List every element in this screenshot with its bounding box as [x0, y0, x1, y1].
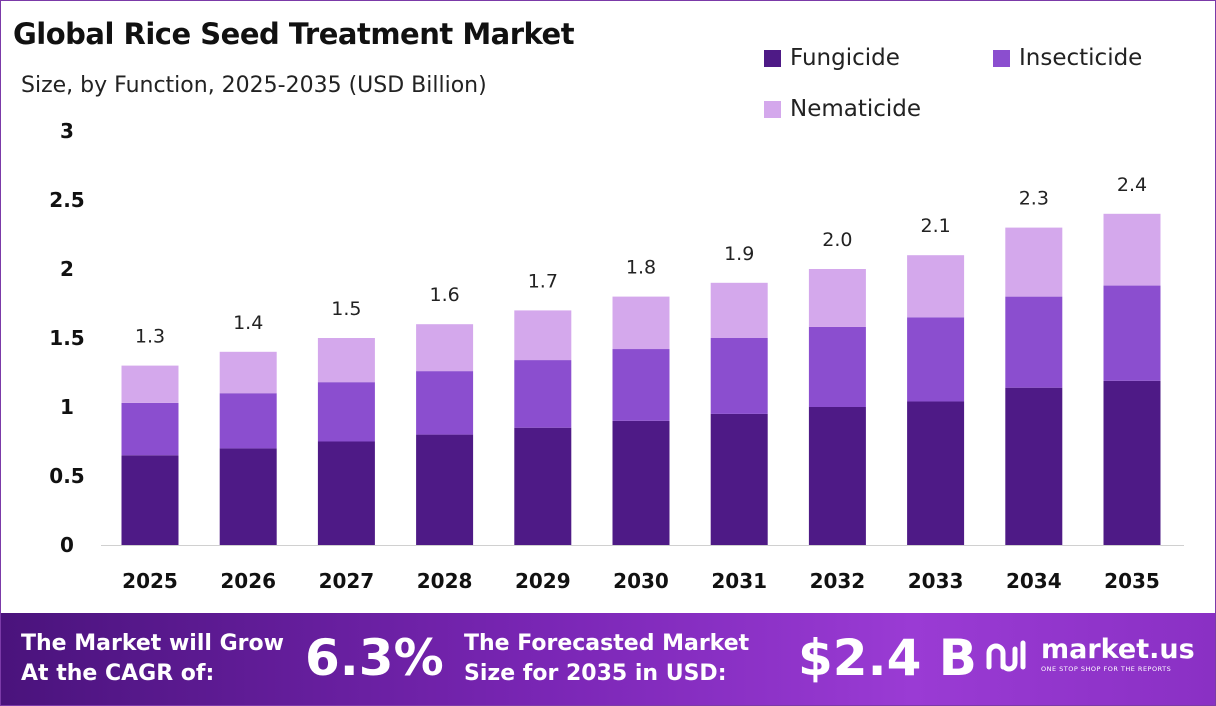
bar-segment-fungicide — [907, 401, 965, 545]
bar-segment-nematicide — [219, 351, 277, 394]
bar-segment-nematicide — [121, 365, 179, 403]
bar-segment-fungicide — [1103, 380, 1161, 545]
bar-segment-nematicide — [1005, 227, 1063, 297]
forecast-label-line2: Size for 2035 in USD: — [464, 661, 727, 686]
legend-item-nematicide: Nematicide — [764, 96, 921, 122]
bar-segment-nematicide — [808, 269, 866, 327]
bar-total-label: 1.9 — [724, 243, 754, 265]
bar-segment-insecticide — [317, 382, 375, 442]
cagr-value: 6.3% — [305, 629, 444, 687]
x-tick-label: 2025 — [122, 569, 178, 593]
y-tick-label: 0 — [60, 533, 74, 557]
legend-item-insecticide: Insecticide — [993, 45, 1142, 71]
bar-segment-nematicide — [416, 324, 474, 372]
bar-segment-fungicide — [710, 413, 768, 545]
bar-total-label: 1.7 — [528, 270, 558, 292]
bar-segment-fungicide — [612, 420, 670, 545]
bar-segment-nematicide — [907, 255, 965, 318]
legend-item-fungicide: Fungicide — [764, 45, 900, 71]
x-tick-label: 2026 — [220, 569, 276, 593]
bar-total-label: 1.8 — [626, 257, 656, 279]
bar-segment-insecticide — [514, 360, 572, 428]
legend-swatch-insecticide — [993, 49, 1010, 67]
legend-label-fungicide: Fungicide — [790, 45, 900, 71]
bar-total-label: 1.5 — [331, 298, 361, 320]
bar-total-label: 2.3 — [1019, 188, 1049, 210]
legend-swatch-fungicide — [764, 49, 781, 67]
legend-label-nematicide: Nematicide — [790, 96, 922, 122]
forecast-value: $2.4 B — [798, 629, 977, 687]
bar-segment-insecticide — [1103, 285, 1161, 381]
legend-label-insecticide: Insecticide — [1019, 45, 1143, 71]
bar-total-label: 2.1 — [920, 215, 950, 237]
market-us-logo-icon — [986, 640, 1026, 672]
bar-segment-fungicide — [416, 434, 474, 545]
bar-total-label: 1.4 — [233, 312, 263, 334]
bar-segment-insecticide — [416, 371, 474, 435]
legend-swatch-nematicide — [764, 100, 781, 118]
bar-segment-fungicide — [1005, 387, 1063, 545]
y-tick-label: 1.5 — [49, 326, 84, 350]
x-tick-label: 2029 — [515, 569, 571, 593]
bar-segment-insecticide — [121, 402, 179, 456]
bar-segment-fungicide — [121, 455, 179, 545]
stacked-bar-chart: 0 0.5 1 1.5 2 2.5 3 1.3 2025 1.4 2026 1.5 2027 1.6 202… — [49, 119, 1184, 593]
y-tick-label: 3 — [60, 119, 74, 143]
bar-segment-nematicide — [612, 296, 670, 350]
bar-total-label: 1.6 — [429, 284, 459, 306]
bar-total-label: 2.0 — [822, 229, 852, 251]
bar-segment-insecticide — [612, 349, 670, 421]
bar-segment-nematicide — [317, 338, 375, 383]
cagr-label-line1: The Market will Grow — [21, 631, 284, 656]
y-tick-label: 2 — [60, 257, 74, 281]
y-tick-label: 2.5 — [49, 188, 84, 212]
forecast-label: The Forecasted Market Size for 2035 in U… — [464, 629, 749, 689]
bar-segment-insecticide — [710, 338, 768, 414]
bar-segment-insecticide — [1005, 296, 1063, 388]
x-tick-label: 2033 — [908, 569, 964, 593]
bar-segment-fungicide — [808, 407, 866, 545]
brand-tagline: ONE STOP SHOP FOR THE REPORTS — [1041, 665, 1172, 673]
chart-subtitle: Size, by Function, 2025-2035 (USD Billio… — [21, 73, 487, 98]
bar-total-label: 2.4 — [1117, 174, 1147, 196]
bar-segment-nematicide — [514, 310, 572, 361]
bar-segment-insecticide — [808, 326, 866, 407]
cagr-label: The Market will Grow At the CAGR of: — [21, 629, 284, 689]
x-tick-label: 2031 — [711, 569, 767, 593]
bar-total-label: 1.3 — [135, 326, 165, 348]
x-tick-label: 2027 — [319, 569, 375, 593]
bar-segment-insecticide — [219, 393, 277, 449]
brand-logo-block: market.us ONE STOP SHOP FOR THE REPORTS — [985, 635, 1195, 675]
bar-segment-fungicide — [514, 427, 572, 545]
legend: Fungicide Insecticide Nematicide — [764, 45, 1204, 135]
footer-banner: The Market will Grow At the CAGR of: 6.3… — [1, 613, 1215, 705]
y-tick-label: 1 — [60, 395, 74, 419]
bar-segment-insecticide — [907, 317, 965, 402]
x-tick-label: 2035 — [1104, 569, 1160, 593]
x-tick-label: 2028 — [417, 569, 473, 593]
x-tick-label: 2032 — [810, 569, 866, 593]
bar-segment-nematicide — [710, 282, 768, 338]
forecast-label-line1: The Forecasted Market — [464, 631, 750, 656]
y-tick-label: 0.5 — [49, 464, 84, 488]
x-tick-label: 2030 — [613, 569, 669, 593]
chart-title: Global Rice Seed Treatment Market — [13, 17, 575, 51]
cagr-label-line2: At the CAGR of: — [21, 661, 215, 686]
bar-segment-fungicide — [219, 448, 277, 545]
brand-name: market.us — [1041, 634, 1195, 665]
bar-segment-nematicide — [1103, 213, 1161, 286]
bar-segment-fungicide — [317, 441, 375, 545]
x-tick-label: 2034 — [1006, 569, 1062, 593]
